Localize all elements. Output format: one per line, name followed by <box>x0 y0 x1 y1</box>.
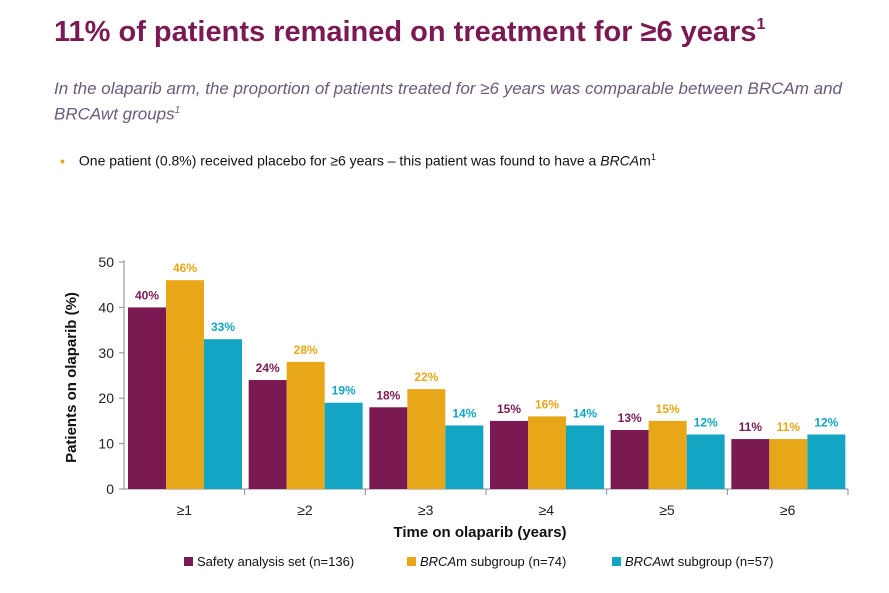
data-label: 24% <box>256 361 280 375</box>
data-label: 16% <box>535 397 559 411</box>
data-label: 14% <box>573 406 597 420</box>
bar <box>731 439 770 489</box>
bar <box>248 380 287 489</box>
bullet-note: • One patient (0.8%) received placebo for… <box>60 152 656 169</box>
bar <box>490 420 528 489</box>
y-tick-label: 0 <box>106 481 114 497</box>
x-tick-label: ≥2 <box>297 502 313 518</box>
data-label: 12% <box>814 416 838 430</box>
data-label: 22% <box>414 370 438 384</box>
title-reference: 1 <box>756 16 766 33</box>
bar <box>610 429 649 489</box>
x-tick-label: ≥1 <box>177 502 193 518</box>
bullet-emphasis: BRCA <box>600 152 640 169</box>
legend-swatch <box>612 557 621 566</box>
bullet-dot-icon: • <box>60 152 65 169</box>
subtitle-reference: 1 <box>174 105 181 116</box>
bar <box>686 434 725 489</box>
bar <box>166 280 204 489</box>
bullet-text: One patient (0.8%) received placebo for … <box>78 152 601 169</box>
legend-label: Safety analysis set (n=136) <box>197 554 354 569</box>
bullet-reference: 1 <box>650 152 656 162</box>
bar <box>369 407 408 489</box>
data-label: 40% <box>135 288 159 302</box>
data-label: 13% <box>618 411 642 425</box>
title-text: 11% of patients remained on treatment fo… <box>54 16 757 48</box>
data-label: 11% <box>777 420 801 434</box>
x-axis-title: Time on olaparib (years) <box>393 524 566 541</box>
legend-swatch <box>184 557 193 566</box>
bar <box>566 425 604 489</box>
x-tick-label: ≥5 <box>659 502 675 518</box>
y-tick-label: 50 <box>98 254 114 270</box>
y-axis-title: Patients on olaparib (%) <box>63 292 80 463</box>
bar <box>648 420 687 489</box>
page-subtitle: In the olaparib arm, the proportion of p… <box>54 78 854 126</box>
y-tick-label: 40 <box>98 299 114 315</box>
legend-label-text: m subgroup (n=74) <box>456 554 566 569</box>
data-label: 12% <box>694 416 718 430</box>
bar <box>128 307 166 489</box>
legend-label-italic: BRCA <box>420 554 456 569</box>
bullet-emphasis-tail: m <box>639 152 651 169</box>
data-label: 11% <box>739 420 763 434</box>
data-label: 19% <box>332 384 356 398</box>
x-tick-label: ≥6 <box>780 502 796 518</box>
data-label: 15% <box>656 402 680 416</box>
legend-swatch <box>407 557 416 566</box>
legend-label-text: Safety analysis set (n=136) <box>197 554 354 569</box>
bar <box>324 402 363 489</box>
legend-label: BRCAm subgroup (n=74) <box>420 554 566 569</box>
bar <box>807 434 846 489</box>
bar <box>528 416 566 489</box>
bar <box>769 439 808 489</box>
data-label: 28% <box>294 343 318 357</box>
data-label: 14% <box>452 406 476 420</box>
legend-label-text: wt subgroup (n=57) <box>660 554 773 569</box>
data-label: 15% <box>497 402 521 416</box>
y-tick-label: 20 <box>98 390 114 406</box>
data-label: 33% <box>211 320 235 334</box>
x-tick-label: ≥3 <box>418 502 434 518</box>
y-tick-label: 30 <box>98 345 114 361</box>
legend-label: BRCAwt subgroup (n=57) <box>625 554 774 569</box>
bar <box>407 389 446 489</box>
data-label: 18% <box>376 388 400 402</box>
subtitle-text: In the olaparib arm, the proportion of p… <box>54 79 842 124</box>
y-tick-label: 10 <box>98 436 114 452</box>
bar <box>286 361 325 489</box>
data-label: 46% <box>173 261 197 275</box>
x-tick-label: ≥4 <box>539 502 555 518</box>
bar <box>445 425 484 489</box>
legend-label-italic: BRCA <box>625 554 661 569</box>
bar <box>204 339 242 489</box>
page-title: 11% of patients remained on treatment fo… <box>54 16 765 49</box>
